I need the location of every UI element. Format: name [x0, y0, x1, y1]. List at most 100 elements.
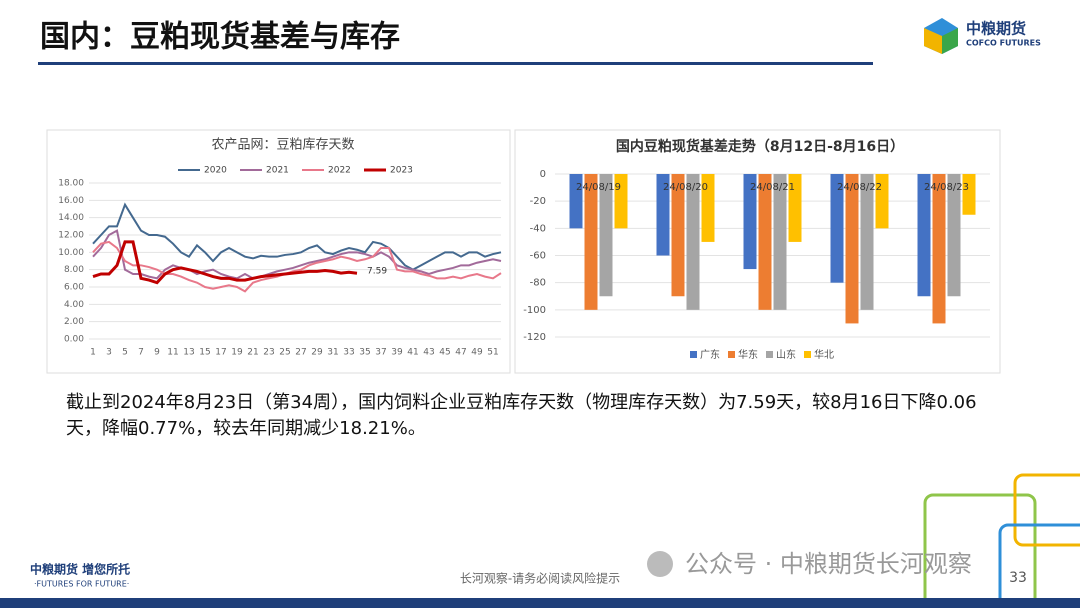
legend-swatch [766, 351, 773, 358]
y-tick-label: 4.00 [64, 300, 84, 310]
x-tick-label: 24/08/19 [576, 182, 621, 193]
y-tick-label: -40 [530, 223, 546, 234]
y-tick-label: 0 [540, 169, 546, 180]
y-tick-label: -60 [530, 251, 546, 262]
body-text: 截止到2024年8月23日（第34周），国内饲料企业豆粕库存天数（物理库存天数）… [66, 392, 977, 439]
series-line [92, 229, 502, 280]
bar [932, 174, 946, 324]
y-tick-label: -20 [530, 196, 546, 207]
watermark: 公众号 · 中粮期货长河观察 [685, 550, 972, 578]
bar [656, 174, 670, 256]
x-tick-label: 15 [199, 348, 210, 358]
footer-bar [0, 598, 1080, 608]
bar [788, 174, 802, 242]
page-number: 33 [1009, 570, 1027, 586]
x-tick-label: 27 [295, 348, 306, 358]
x-tick-label: 43 [423, 348, 434, 358]
y-tick-label: 16.00 [58, 196, 84, 206]
x-tick-label: 7 [138, 348, 144, 358]
footer-brand: 中粮期货 增您所托 [30, 562, 130, 577]
bar [701, 174, 715, 242]
y-tick-label: 2.00 [64, 317, 84, 327]
y-tick-label: -80 [530, 278, 546, 289]
legend-label: 2023 [390, 166, 413, 176]
decoration [923, 473, 1080, 608]
x-tick-label: 3 [106, 348, 112, 358]
logo [924, 18, 958, 54]
x-tick-label: 13 [183, 348, 194, 358]
x-tick-label: 33 [343, 348, 354, 358]
legend-swatch [804, 351, 811, 358]
x-tick-label: 24/08/20 [663, 182, 708, 193]
series-line [92, 240, 358, 285]
bar [947, 174, 961, 297]
x-tick-label: 45 [439, 348, 450, 358]
header-rule [38, 62, 873, 65]
series-line [92, 240, 502, 293]
bar [584, 174, 598, 310]
bar [569, 174, 583, 229]
bar [917, 174, 931, 297]
y-tick-label: 6.00 [64, 283, 84, 293]
legend-label: 2022 [328, 166, 351, 176]
bar [962, 174, 976, 215]
chart-title: 农产品网：豆粕库存天数 [211, 137, 354, 153]
bar [743, 174, 757, 270]
x-tick-label: 29 [311, 348, 323, 358]
y-tick-label: 14.00 [58, 213, 84, 223]
legend-swatch [690, 351, 697, 358]
data-label: 7.59 [367, 267, 387, 277]
y-tick-label: 0.00 [64, 335, 84, 345]
bar [860, 174, 874, 310]
legend-label: 2021 [266, 166, 289, 176]
bar [599, 174, 613, 297]
y-tick-label: 10.00 [58, 248, 84, 258]
legend-label: 华东 [738, 348, 758, 361]
footer-note: 长河观察-请务必阅读风险提示 [460, 571, 620, 586]
chart-title: 国内豆粕现货基差走势（8月12日-8月16日） [616, 138, 904, 155]
x-tick-label: 5 [122, 348, 128, 358]
bar [758, 174, 772, 310]
y-tick-label: 18.00 [58, 179, 84, 189]
bar [686, 174, 700, 310]
footer-slogan: ·FUTURES FOR FUTURE· [34, 580, 129, 589]
legend-label: 华北 [814, 348, 834, 361]
legend-label: 2020 [204, 166, 227, 176]
logo-name: 中粮期货 [966, 20, 1026, 38]
bar [773, 174, 787, 310]
bar [875, 174, 889, 229]
slide-title: 国内：豆粕现货基差与库存 [40, 20, 400, 55]
x-tick-label: 24/08/21 [750, 182, 795, 193]
x-tick-label: 49 [471, 348, 483, 358]
x-tick-label: 35 [359, 348, 370, 358]
wechat-icon [647, 551, 673, 577]
x-tick-label: 21 [247, 348, 258, 358]
x-tick-label: 1 [90, 348, 96, 358]
x-tick-label: 24/08/23 [924, 182, 969, 193]
logo-sub: COFCO FUTURES [966, 39, 1041, 48]
bar [830, 174, 844, 283]
legend-label: 广东 [700, 348, 720, 361]
x-tick-label: 37 [375, 348, 386, 358]
chart-frame [46, 129, 511, 374]
y-tick-label: 8.00 [64, 265, 84, 275]
x-tick-label: 23 [263, 348, 274, 358]
x-tick-label: 47 [455, 348, 466, 358]
y-tick-label: -100 [523, 305, 546, 316]
y-tick-label: -120 [523, 332, 546, 343]
bar [671, 174, 685, 297]
y-tick-label: 12.00 [58, 231, 84, 241]
x-tick-label: 24/08/22 [837, 182, 882, 193]
legend-label: 山东 [776, 348, 796, 361]
x-tick-label: 31 [327, 348, 338, 358]
x-tick-label: 9 [154, 348, 160, 358]
legend-swatch [728, 351, 735, 358]
series-line [92, 202, 502, 271]
x-tick-label: 19 [231, 348, 243, 358]
x-tick-label: 39 [391, 348, 403, 358]
x-tick-label: 51 [487, 348, 498, 358]
x-tick-label: 25 [279, 348, 290, 358]
x-tick-label: 11 [167, 348, 178, 358]
